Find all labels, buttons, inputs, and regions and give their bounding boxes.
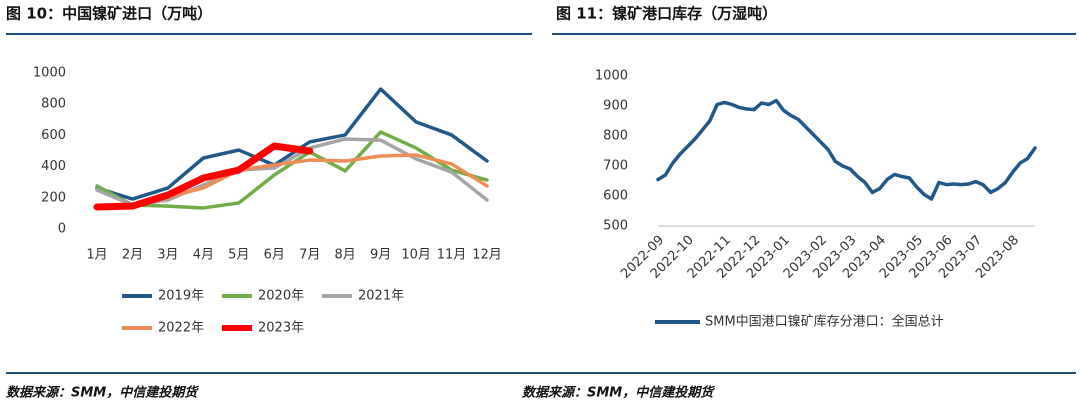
line-series <box>95 137 489 207</box>
y-tick-label: 1000 <box>33 66 66 81</box>
y-tick-label: 200 <box>41 190 66 205</box>
x-tick-label: 8月 <box>335 248 356 263</box>
x-tick-label: 3月 <box>157 248 178 263</box>
chart-title: 图 10：中国镍矿进口（万吨） <box>6 5 212 23</box>
y-tick-label: 0 <box>58 222 66 237</box>
x-tick-label: 7月 <box>299 248 320 263</box>
y-tick-label: 800 <box>603 129 628 144</box>
y-tick-label: 1000 <box>595 69 628 84</box>
x-tick-label: 11月 <box>437 248 467 263</box>
source: 数据来源：SMM，中信建投期货 <box>522 385 715 401</box>
line-series <box>93 142 314 211</box>
x-tick-label: 4月 <box>193 248 214 263</box>
line-series <box>95 87 489 201</box>
legend-label: 2019年 <box>158 289 204 304</box>
x-tick-label: 5月 <box>228 248 249 263</box>
y-tick-label: 900 <box>603 99 628 114</box>
legend-label: SMM中国港口镍矿库存分港口：全国总计 <box>705 314 944 330</box>
legend-label: 2023年 <box>258 321 304 336</box>
x-tick-label: 2月 <box>122 248 143 263</box>
legend-label: 2022年 <box>158 321 204 336</box>
y-tick-label: 700 <box>603 159 628 174</box>
x-tick-label: 12月 <box>472 248 502 263</box>
source: 数据来源：SMM，中信建投期货 <box>6 385 199 401</box>
legend-label: 2021年 <box>358 289 404 304</box>
y-tick-label: 600 <box>603 189 628 204</box>
y-tick-label: 600 <box>41 128 66 143</box>
x-tick-label: 9月 <box>370 248 391 263</box>
y-tick-label: 500 <box>603 219 628 234</box>
x-tick-label: 1月 <box>86 248 107 263</box>
legend-label: 2020年 <box>258 289 304 304</box>
x-tick-label: 6月 <box>264 248 285 263</box>
y-tick-label: 400 <box>41 159 66 174</box>
y-tick-label: 800 <box>41 97 66 112</box>
line-series <box>656 98 1037 201</box>
chart-title: 图 11：镍矿港口库存（万湿吨） <box>556 5 777 23</box>
x-tick-label: 10月 <box>401 248 431 263</box>
